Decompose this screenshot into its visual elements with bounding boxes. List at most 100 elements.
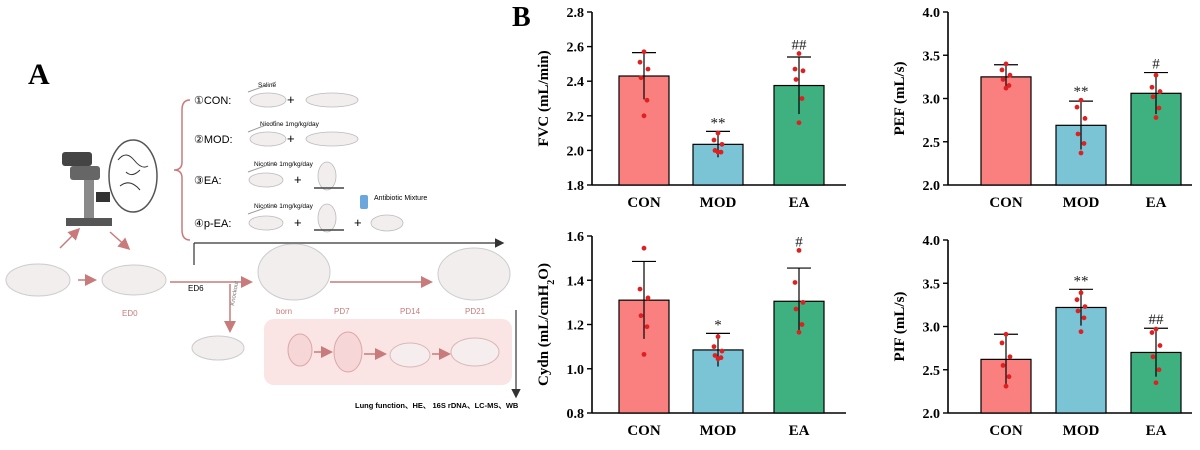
data-point xyxy=(719,141,725,147)
data-point xyxy=(1150,94,1156,100)
y-tick-label: 3.5 xyxy=(923,49,941,64)
x-tick-label: EA xyxy=(789,195,810,211)
timepoint-pd21: PD21 xyxy=(465,307,486,316)
panel-a-schematic: A ①CON: Saline + ②MOD: Nicotine 1mg/kg/d… xyxy=(5,58,521,410)
group-ea-treatment: Nicotine 1mg/kg/day xyxy=(254,161,314,168)
y-tick-label: 2.0 xyxy=(923,407,941,422)
chart-1: 2.0 2.5 3.0 3.5 4.0 PEF (mL/s) CON ** MOD # EA xyxy=(892,6,1192,211)
timepoint-born: born xyxy=(276,307,292,316)
chart-0: 1.8 2.0 2.2 2.4 2.6 2.8 FVC (mL/min) CON ** MOD ##… xyxy=(536,6,846,211)
data-point xyxy=(1078,150,1084,156)
timepoint-pd7: PD7 xyxy=(334,307,350,316)
x-tick-label: EA xyxy=(1146,423,1167,439)
data-point xyxy=(792,66,798,72)
data-point xyxy=(715,334,721,340)
chart-2: 0.8 1.0 1.2 1.4 1.6 Cydn (mL/cmH2O) CON * MOD # EA xyxy=(536,230,846,439)
mouse-icon xyxy=(317,203,337,233)
data-point xyxy=(1082,304,1088,310)
chart-3: 2.0 2.5 3.0 3.5 4.0 PIF (mL/s) CON ** MOD ## EA xyxy=(892,234,1192,439)
group-p-ea-row: ④p-EA: Nicotine 1mg/kg/day + + Antibioti… xyxy=(194,195,427,233)
data-point xyxy=(637,59,643,65)
data-point xyxy=(1007,354,1013,360)
data-point xyxy=(1150,354,1156,360)
data-point xyxy=(638,313,644,319)
panel-b-charts: B 1.8 2.0 2.2 2.4 2.6 2.8 FVC (mL/min) CON ** MOD… xyxy=(512,2,1192,439)
y-tick-label: 3.0 xyxy=(923,321,941,336)
mouse-icon xyxy=(248,215,284,231)
data-point xyxy=(1074,104,1080,110)
y-axis-label: PIF (mL/s) xyxy=(892,292,908,362)
group-p-ea-treatment: Nicotine 1mg/kg/day xyxy=(254,203,314,210)
development-box xyxy=(264,319,512,385)
mouse-icon xyxy=(249,92,287,108)
y-tick-label: 3.0 xyxy=(923,93,941,108)
data-point xyxy=(645,66,651,72)
data-point xyxy=(1149,330,1155,335)
group-con-label: ①CON: xyxy=(194,95,231,107)
data-point xyxy=(644,324,650,330)
microscope-icon xyxy=(62,139,158,226)
y-tick-label: 4.0 xyxy=(923,6,941,21)
data-point xyxy=(637,286,643,292)
y-tick-label: 1.8 xyxy=(567,179,585,194)
pup-icon xyxy=(287,333,313,367)
x-tick-label: MOD xyxy=(1063,195,1100,211)
x-tick-label: CON xyxy=(627,423,661,439)
data-point xyxy=(800,299,806,305)
x-tick-label: CON xyxy=(627,195,661,211)
panel-b-letter: B xyxy=(512,2,531,33)
significance-mark: # xyxy=(1152,57,1160,73)
y-tick-label: 2.5 xyxy=(923,364,941,379)
y-tick-label: 1.0 xyxy=(567,363,585,378)
mouse-icon xyxy=(437,247,511,301)
data-point xyxy=(711,137,717,143)
group-p-ea-label: ④p-EA: xyxy=(194,218,231,230)
significance-mark: * xyxy=(714,317,722,333)
data-point xyxy=(1153,115,1159,120)
y-axis-label: PEF (mL/s) xyxy=(892,61,908,135)
knockout-label: Knockout xyxy=(230,280,240,306)
data-point xyxy=(796,51,802,56)
data-point xyxy=(1153,72,1159,78)
panel-a-letter: A xyxy=(28,58,50,91)
data-point xyxy=(1074,297,1080,303)
data-point xyxy=(1081,141,1087,146)
x-tick-label: EA xyxy=(1146,195,1167,211)
y-axis-label: Cydn (mL/cmH2O) xyxy=(536,263,557,386)
x-tick-label: MOD xyxy=(1063,423,1100,439)
data-point xyxy=(1153,380,1159,386)
mouse-icon xyxy=(5,263,71,297)
mouse-icon xyxy=(317,161,337,191)
data-point xyxy=(719,348,725,354)
plus-sign: + xyxy=(294,215,302,230)
group-mod-treatment: Nicotine 1mg/kg/day xyxy=(260,121,320,128)
mouse-icon xyxy=(257,243,331,301)
data-point xyxy=(800,68,806,74)
group-mod-label: ②MOD: xyxy=(194,134,233,146)
data-point xyxy=(1007,72,1013,78)
group-ea-label: ③EA: xyxy=(194,175,222,187)
pup-icon xyxy=(389,342,431,368)
x-tick-label: CON xyxy=(989,195,1023,211)
data-point xyxy=(1078,290,1084,296)
data-point xyxy=(641,245,647,251)
data-point xyxy=(641,113,647,119)
y-tick-label: 2.6 xyxy=(567,41,585,56)
ed6-label: ED6 xyxy=(188,284,204,293)
y-tick-label: 2.0 xyxy=(567,144,585,159)
y-tick-label: 2.5 xyxy=(923,136,941,151)
data-point xyxy=(793,306,799,312)
mouse-icon xyxy=(249,131,287,147)
data-point xyxy=(792,280,798,285)
plus-sign: + xyxy=(354,215,362,230)
mouse-icon xyxy=(370,214,404,232)
pup-icon xyxy=(450,337,500,367)
bar-con xyxy=(980,76,1032,186)
bottle-icon xyxy=(360,195,368,209)
y-tick-label: 4.0 xyxy=(923,234,941,249)
significance-mark: ** xyxy=(1074,273,1089,289)
significance-mark: ** xyxy=(1074,84,1089,100)
data-point xyxy=(1156,105,1162,111)
plus-sign: + xyxy=(287,131,295,146)
